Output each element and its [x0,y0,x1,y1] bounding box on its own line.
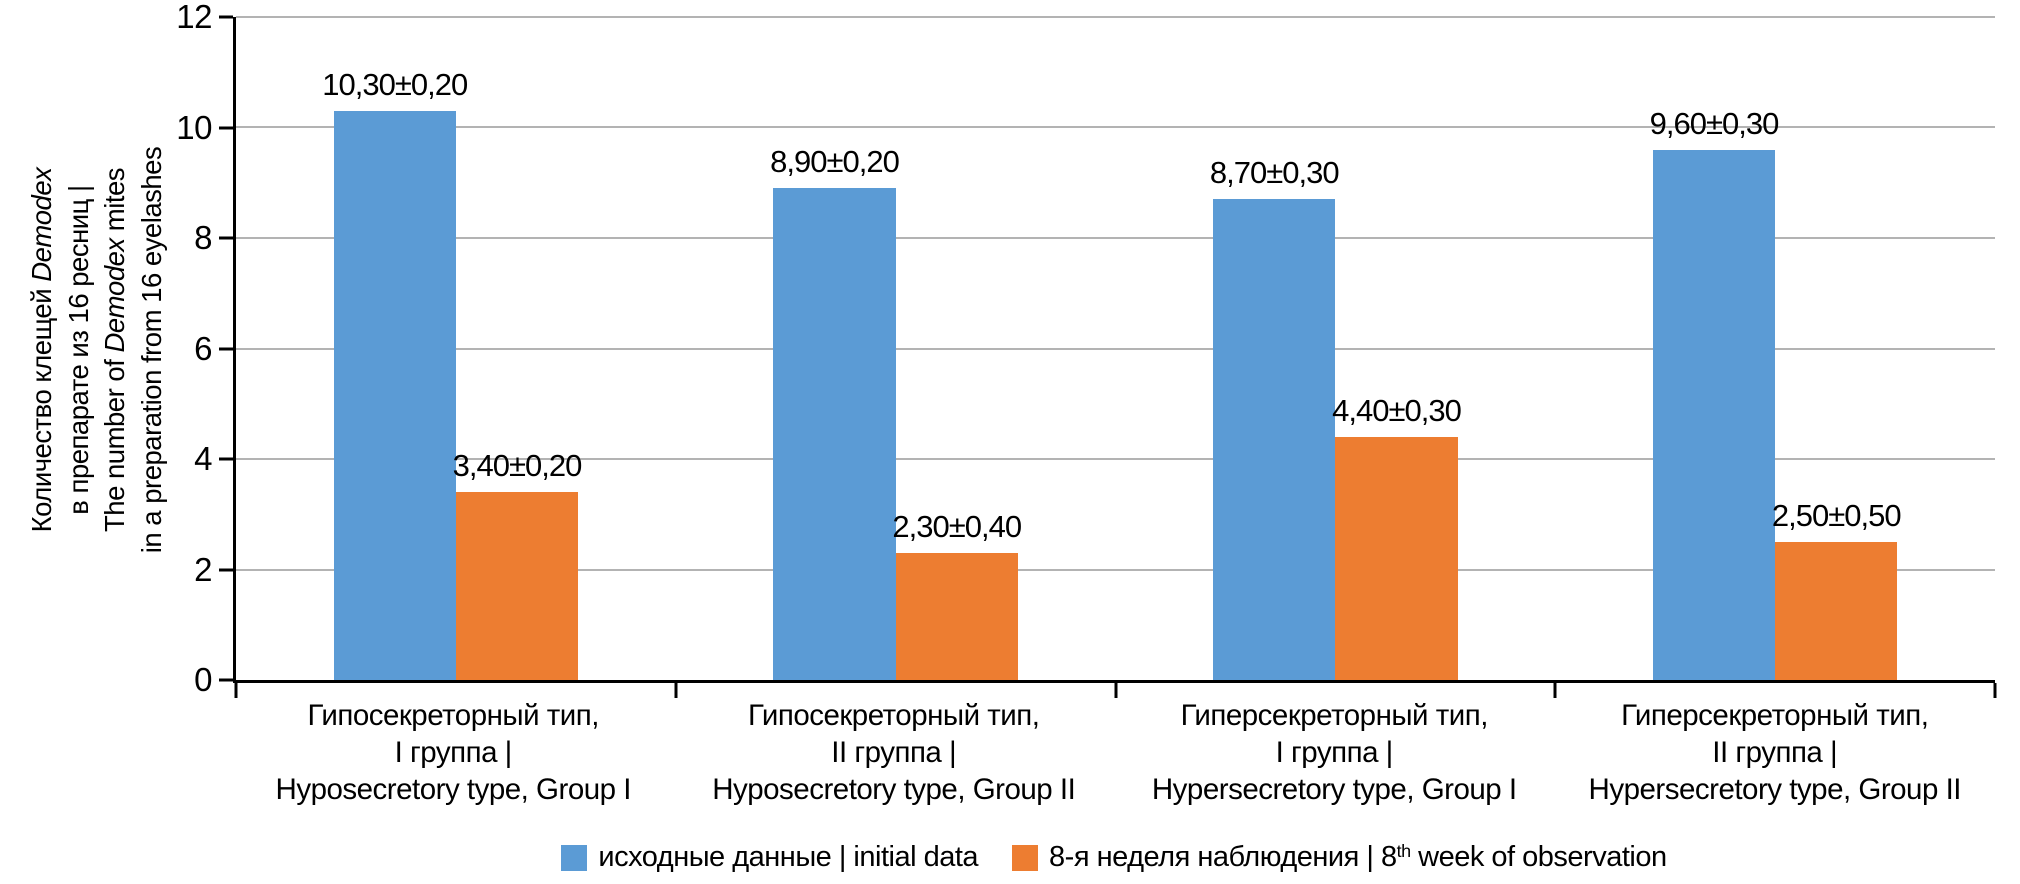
y-axis-tick-mark [219,15,233,19]
y-axis-title-line: in a preparation from 16 eyelashes [134,17,171,683]
category-label-line: Hyposecretory type, Group I [275,773,632,806]
gridline [236,126,1995,129]
category-label: Гиперсекреторный тип, I группа | Hypersecr… [1114,697,1555,808]
legend-swatch-initial-data [561,844,588,871]
category-cell: 10,30±0,20 3,40±0,20 [236,17,676,680]
category-label-line: Hypersecretory type, Group I [1151,773,1517,806]
text-segment: Количество клещей [26,281,57,533]
gridline [236,347,1995,350]
y-axis-title: Количество клещей Demodex в препарате из … [24,17,170,683]
y-axis-tick-mark [219,678,233,682]
bar-group-week-8-observation: 2,30±0,40 [892,17,1022,680]
category-label-line: I группа | [394,736,513,769]
text-segment: The number of [99,352,130,533]
text-segment: исходные данные | initial data [598,841,979,873]
category-cell: 8,90±0,20 2,30±0,40 [676,17,1116,680]
bar-value-label: 2,50±0,50 [1771,497,1902,533]
legend-label: 8-я неделя наблюдения | 8th week of obse… [1049,841,1667,874]
gridline [236,16,1995,18]
bar-group-week-8-observation: 3,40±0,20 [453,17,582,680]
y-axis-title-line: The number of Demodex mites [97,17,134,683]
y-axis-tick-mark [219,126,233,129]
category-label-line: Hyposecretory type, Group II [712,773,1076,806]
legend-swatch-week-8-observation [1012,844,1039,871]
x-axis-tick-mark [234,683,238,698]
category-label: Гиперсекреторный тип, II группа | Hypersec… [1555,697,1996,808]
legend: исходные данные | initial data 8-я неделя… [233,841,1995,874]
category-label: Гипосекреторный тип, I группа | Hyposecret… [233,697,674,808]
y-axis-tick-label: 2 [194,550,212,588]
x-axis-tick-mark [1993,683,1997,698]
y-axis-tick-mark [219,236,233,240]
text-segment: th [1396,841,1412,862]
category-cell: 9,60±0,30 2,50±0,50 [1555,17,1995,680]
bar-value-label: 3,40±0,20 [452,448,583,484]
y-axis-tick-mark [219,457,233,461]
y-axis-title-line: в препарате из 16 ресниц | [61,17,98,683]
x-axis-tick-mark [1114,683,1117,698]
text-segment: in a preparation from 16 eyelashes [135,146,167,554]
bar-value-label: 8,70±0,30 [1209,155,1340,191]
category-cell: 8,70±0,30 4,40±0,30 [1116,17,1556,680]
bar-initial-data [1213,199,1336,680]
category-label-line: Гипосекреторный тип, [307,699,600,732]
y-axis-tick-mark [219,347,233,350]
category-label-line: Гиперсекреторный тип, [1180,699,1489,732]
bar-value-label: 9,60±0,30 [1649,105,1780,141]
bar-week-8-observation [1775,541,1898,680]
bar-initial-data [773,188,896,680]
gridline [236,568,1995,571]
bar-group-initial-data: 9,60±0,30 [1650,17,1779,680]
category-label-line: II группа | [831,736,957,769]
x-axis-tick-mark [674,683,678,698]
bar-initial-data [1652,149,1776,680]
y-axis-title-line: Количество клещей Demodex [24,17,61,683]
category-label-line: Гиперсекреторный тип, [1621,699,1929,732]
x-axis-tick-mark [1553,683,1557,698]
bar-group-week-8-observation: 2,50±0,50 [1772,17,1902,680]
bar-initial-data [333,110,456,680]
legend-item-week-8-observation: 8-я неделя наблюдения | 8th week of obse… [1012,841,1667,874]
y-axis-tick-label: 12 [176,0,212,35]
bar-group-week-8-observation: 4,40±0,30 [1332,17,1462,680]
bar-group-initial-data: 8,90±0,20 [770,17,900,680]
y-axis-tick-mark [219,568,233,571]
legend-item-initial-data: исходные данные | initial data [561,841,979,874]
bar-week-8-observation [895,552,1018,680]
bar-value-label: 4,40±0,30 [1332,392,1462,428]
text-segment: в препарате из 16 ресниц | [62,185,94,515]
plot-area: 0 2 4 6 8 10 12 10,30±0,20 3,40±0,20 8,90±0,20 2,3… [176,0,1997,698]
gridline [236,236,1995,239]
bar-value-label: 2,30±0,40 [892,508,1022,544]
category-label-line: Гипосекреторный тип, [748,699,1040,732]
bar-week-8-observation [455,492,579,680]
bar-cells: 10,30±0,20 3,40±0,20 8,90±0,20 2,30±0,40 8,7… [236,17,1995,680]
category-label-line: I группа | [1275,736,1394,769]
y-axis-tick-label: 8 [194,219,212,256]
y-axis-tick-label: 4 [194,440,212,477]
category-label-line: Hypersecretory type, Group II [1588,773,1962,806]
bar-group-initial-data: 8,70±0,30 [1210,17,1340,680]
legend-label: исходные данные | initial data [598,841,978,874]
y-axis-tick-label: 0 [194,661,212,698]
text-segment: 8-я неделя наблюдения | 8 [1049,841,1397,873]
category-label: Гипосекреторный тип, II группа | Hyposecre… [674,697,1115,808]
bar-week-8-observation [1335,436,1458,680]
gridline [236,457,1995,460]
text-segment: mites [99,167,130,239]
bar-value-label: 8,90±0,20 [770,144,900,180]
y-axis-tick-label: 6 [194,329,212,367]
bar-value-label: 10,30±0,20 [322,66,468,102]
text-segment: week of observation [1410,841,1667,873]
text-segment: Demodex [99,238,130,353]
y-axis-tick-label: 10 [176,108,212,146]
text-segment: Demodex [26,167,57,282]
bar-group-initial-data: 10,30±0,20 [322,17,468,680]
category-label-line: II группа | [1712,736,1838,769]
x-axis-category-labels: Гипосекреторный тип, I группа | Hyposecret… [233,697,1995,808]
